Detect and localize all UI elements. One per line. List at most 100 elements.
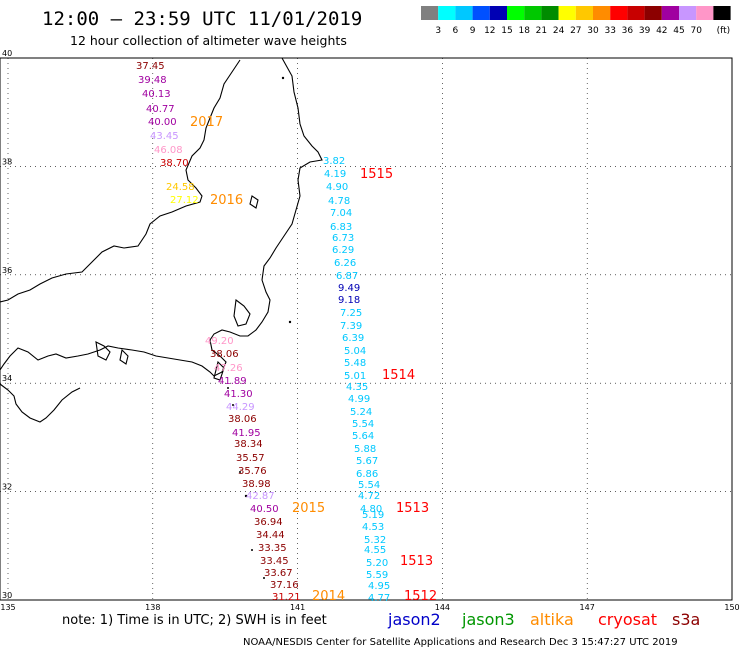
island-dots [227, 76, 292, 579]
wave-height-label: 6.26 [334, 258, 356, 269]
legend-tick-label: 12 [484, 26, 495, 36]
wave-height-label: 35.57 [236, 453, 265, 464]
credit-line: NOAA/NESDIS Center for Satellite Applica… [243, 637, 678, 648]
legend-swatch [507, 6, 525, 20]
wave-height-label: 38.98 [242, 479, 271, 490]
wave-height-label: 4.72 [358, 491, 380, 502]
legend-tick-label: 70 [690, 26, 702, 36]
lat-tick-label: 34 [2, 374, 12, 383]
satellite-name-altika: altika [530, 610, 574, 629]
legend-tick-label: 42 [656, 26, 667, 36]
legend-tick-label: 15 [501, 26, 512, 36]
wave-height-label: 39.48 [138, 75, 167, 86]
wave-height-label: 3.82 [323, 156, 345, 167]
lat-lon-grid [0, 57, 733, 601]
wave-height-label: 5.88 [354, 444, 376, 455]
wave-height-label: 9.49 [338, 283, 360, 294]
legend-swatch [661, 6, 679, 20]
wave-height-label: 5.01 [344, 371, 366, 382]
coastline [0, 57, 323, 423]
wave-height-label: 6.39 [342, 333, 364, 344]
pass-time-label: 2014 [312, 589, 345, 604]
wave-height-label: 4.19 [324, 169, 346, 180]
legend-tick-label: 30 [587, 26, 599, 36]
pass-time-label: 1514 [382, 368, 415, 383]
pass-time-label: 2016 [210, 193, 243, 208]
wave-height-label: 38.06 [210, 349, 239, 360]
wave-height-label: 24.58 [166, 182, 195, 193]
wave-height-label: 6.29 [332, 245, 354, 256]
legend-tick-label: 6 [453, 26, 459, 36]
legend-swatch [541, 6, 559, 20]
wave-height-label: 37.16 [270, 580, 299, 591]
wave-height-label: 4.55 [364, 545, 386, 556]
wave-height-label: 33.67 [264, 568, 293, 579]
wave-height-label: 37.45 [136, 61, 165, 72]
wave-height-label: 34.44 [256, 530, 285, 541]
map-title: 12:00 — 23:59 UTC 11/01/2019 [42, 8, 362, 30]
legend-tick-label: 45 [673, 26, 684, 36]
wave-height-label: 4.35 [346, 382, 368, 393]
wave-height-label: 40.13 [142, 89, 171, 100]
wave-height-label: 4.99 [348, 394, 370, 405]
legend-swatch [575, 6, 593, 20]
legend-tick-label: 3 [435, 26, 441, 36]
units-note: note: 1) Time is in UTC; 2) SWH is in fe… [62, 613, 327, 628]
axis-tick-labels: 40 38 36 34 32 30 135 138 141 144 147 150 [0, 49, 739, 612]
altimeter-tracks: 37.45 39.48 40.13 40.77 40.00 43.45 46.08 38.70… [136, 61, 390, 604]
satellite-legend: jason2 jason3 altika cryosat s3a [387, 610, 700, 629]
legend-tick-label: 21 [536, 26, 547, 36]
pass-time-label: 1513 [396, 501, 429, 516]
wave-height-label: 4.78 [328, 196, 350, 207]
lon-tick-label: 138 [145, 603, 160, 612]
wave-height-label: 41.95 [232, 428, 261, 439]
pass-time-label: 2015 [292, 501, 325, 516]
wave-height-label: 6.87 [336, 271, 358, 282]
legend-tick-label: 33 [604, 26, 615, 36]
wave-height-label: 49.20 [205, 336, 234, 347]
wave-height-label: 40.50 [250, 504, 279, 515]
wave-height-label: 4.80 [360, 504, 382, 515]
wave-height-label: 38.34 [234, 439, 263, 450]
legend-unit-label: (ft) [717, 26, 731, 36]
wave-height-label: 44.29 [226, 402, 255, 413]
wave-height-label: 40.00 [148, 117, 177, 128]
wave-height-label: 5.32 [364, 535, 386, 546]
legend-swatch [627, 6, 645, 20]
wave-height-label: 46.08 [154, 145, 183, 156]
wave-height-label: 9.18 [338, 295, 360, 306]
wave-height-label: 6.86 [356, 469, 378, 480]
map-subtitle: 12 hour collection of altimeter wave hei… [70, 33, 347, 48]
legend-swatch [713, 6, 731, 20]
wave-height-label: 40.77 [146, 104, 175, 115]
pass-time-labels: 2017 2016 1515 1514 2015 1513 1513 2014 1512 [190, 115, 437, 604]
wave-height-label: 4.77 [368, 593, 390, 604]
lon-tick-label: 144 [435, 603, 450, 612]
wave-height-label: 35.76 [238, 466, 267, 477]
pass-time-label: 2017 [190, 115, 223, 130]
wave-height-label: 5.20 [366, 558, 388, 569]
wave-height-label: 5.67 [356, 456, 378, 467]
lon-tick-label: 147 [580, 603, 595, 612]
wave-height-label: 5.04 [344, 346, 366, 357]
wave-height-label: 5.59 [366, 570, 388, 581]
wave-height-label: 6.83 [330, 222, 352, 233]
lon-tick-label: 135 [0, 603, 15, 612]
satellite-name-s3a: s3a [672, 610, 700, 629]
wave-height-label: 5.54 [358, 480, 380, 491]
pass-time-label: 1512 [404, 589, 437, 604]
wave-height-label: 4.95 [368, 581, 390, 592]
lon-tick-label: 150 [724, 603, 739, 612]
lat-tick-label: 40 [2, 49, 12, 58]
lon-tick-label: 141 [290, 603, 305, 612]
wave-height-label: 7.25 [340, 308, 362, 319]
color-scale-legend: 3 6 9 12 15 18 21 24 27 30 33 36 39 42 45 70 (ft) [421, 6, 731, 36]
legend-swatch [558, 6, 576, 20]
legend-tick-label: 27 [570, 26, 581, 36]
legend-swatch [489, 6, 507, 20]
legend-swatch [421, 6, 439, 20]
legend-tick-label: 39 [639, 26, 651, 36]
legend-swatch [472, 6, 490, 20]
pass-time-label: 1513 [400, 554, 433, 569]
